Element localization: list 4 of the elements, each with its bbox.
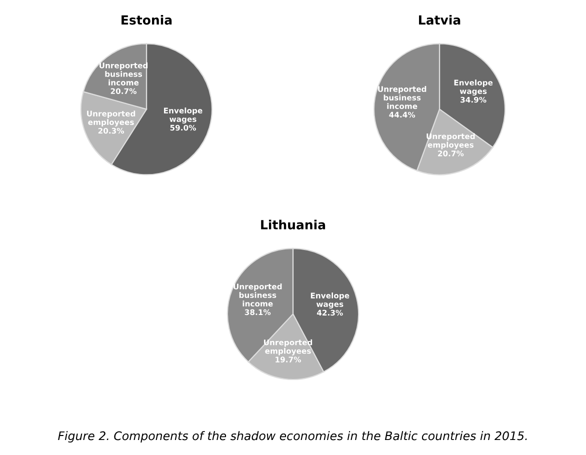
chart-title: Lithuania xyxy=(261,220,326,230)
chart-title: Latvia xyxy=(419,15,460,25)
chart-title: Estonia xyxy=(122,15,172,25)
caption: Figure 2. Components of the shadow economies in the Baltic countries in 2015. xyxy=(58,431,527,443)
